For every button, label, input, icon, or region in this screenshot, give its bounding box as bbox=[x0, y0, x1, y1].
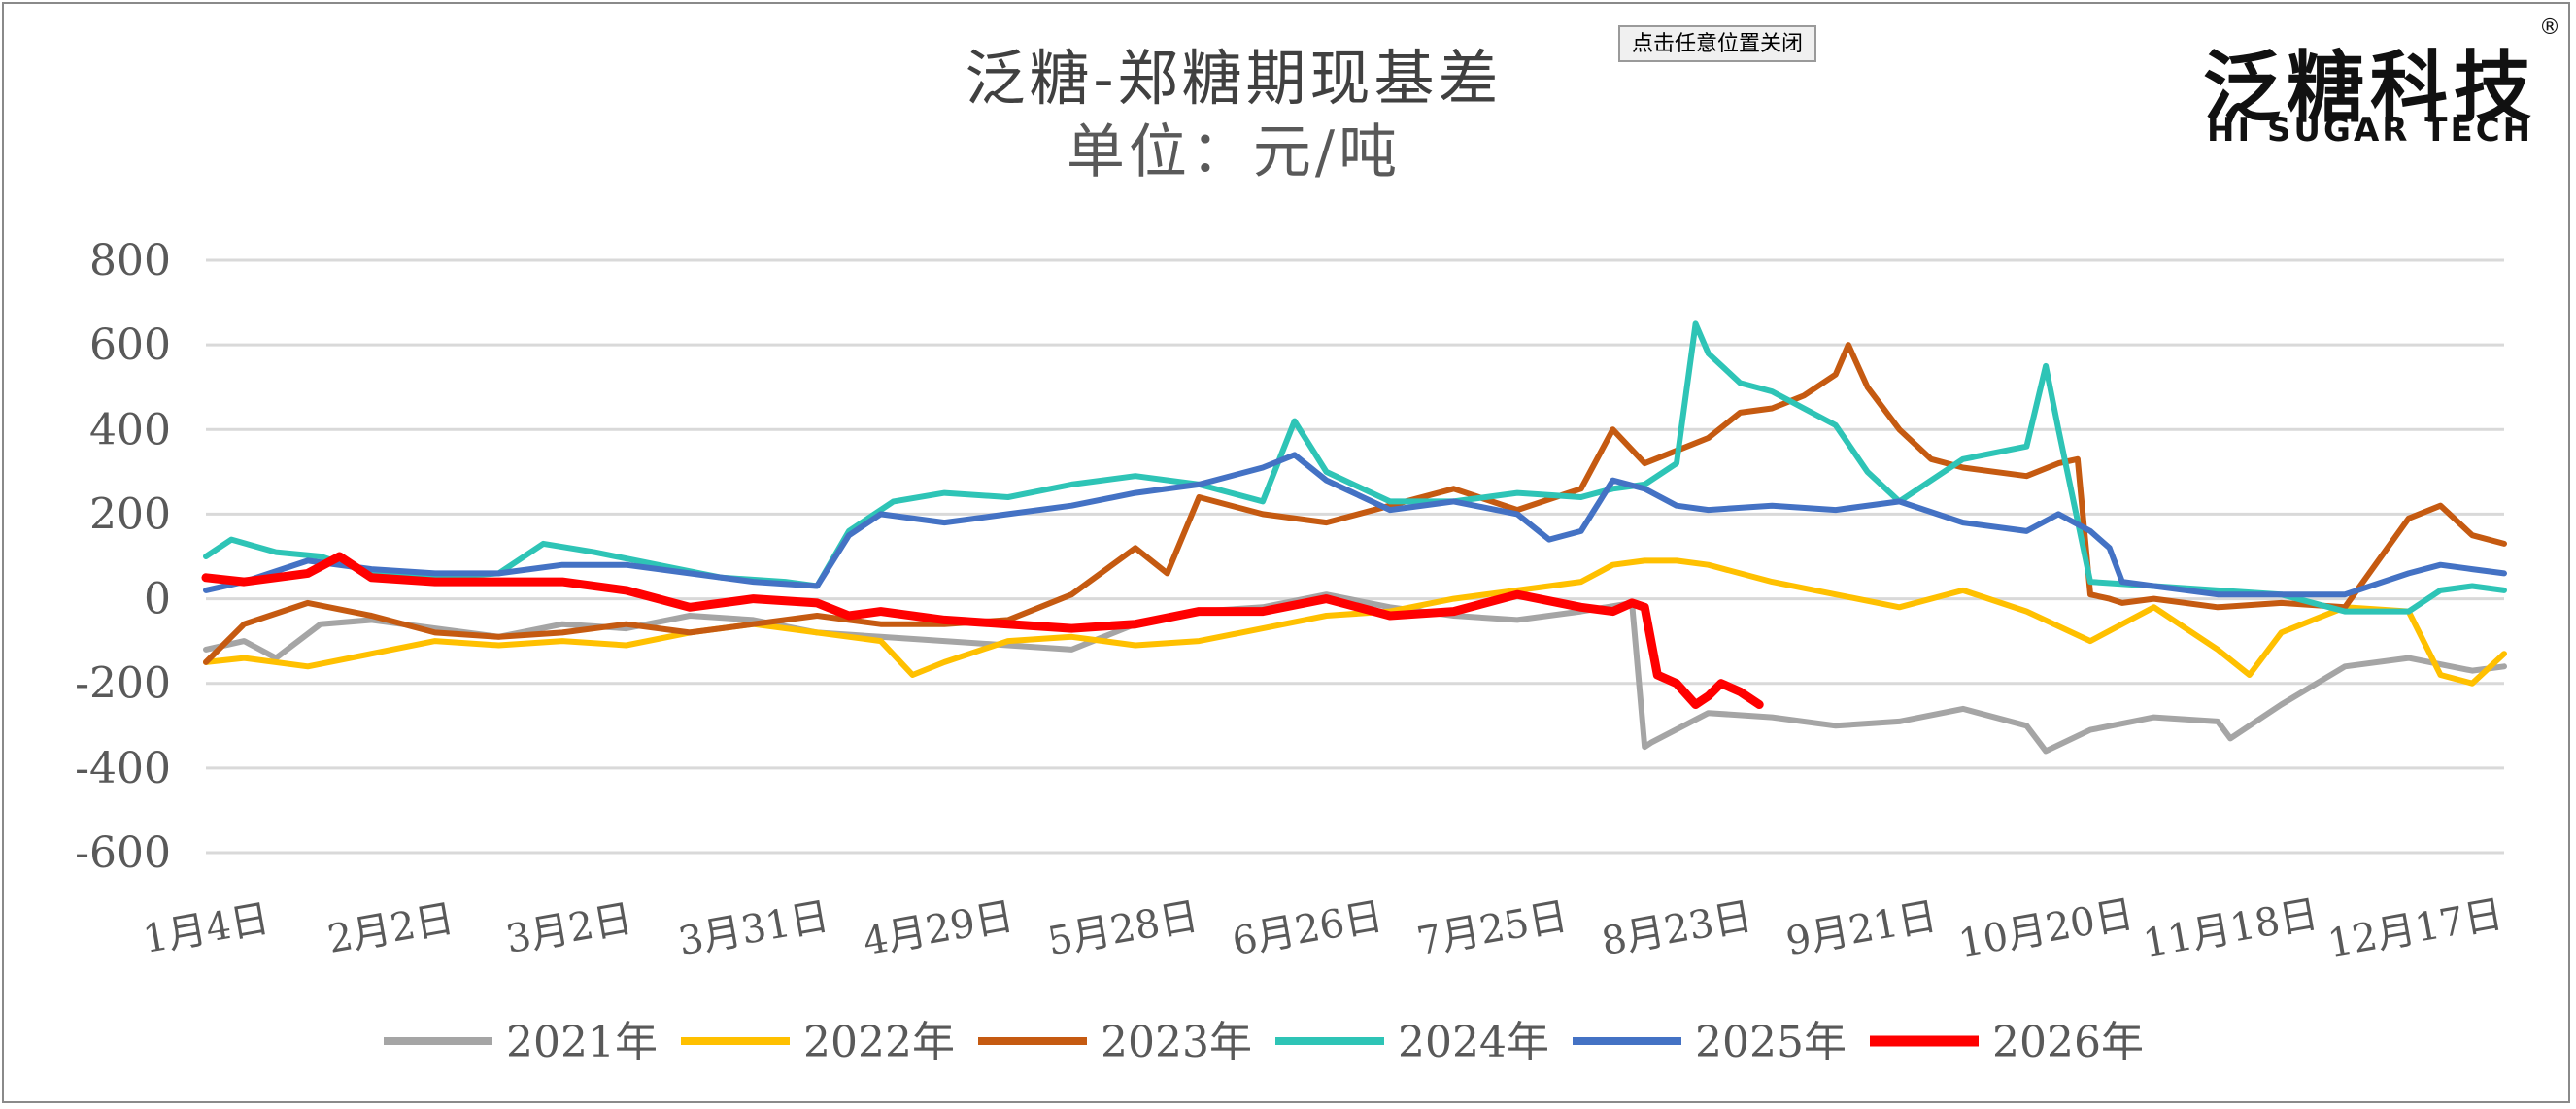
legend-label: 2023年 bbox=[1101, 1018, 1252, 1067]
legend-item: 2023年 bbox=[978, 1018, 1252, 1067]
close-button[interactable]: 点击任意位置关闭 bbox=[1618, 25, 1817, 62]
y-tick-label: 0 bbox=[144, 575, 171, 624]
y-tick-label: -200 bbox=[75, 659, 171, 709]
legend-item: 2021年 bbox=[384, 1018, 658, 1067]
logo-name-cn: 泛糖科技 bbox=[2203, 43, 2537, 133]
x-tick-label: 10月20日 bbox=[1955, 892, 2137, 967]
legend-item: 2022年 bbox=[681, 1018, 955, 1067]
x-tick-label: 8月23日 bbox=[1598, 894, 1755, 964]
legend-label: 2024年 bbox=[1398, 1018, 1549, 1067]
x-tick-label: 7月25日 bbox=[1413, 894, 1571, 964]
x-tick-label: 5月28日 bbox=[1044, 894, 1202, 964]
series-line-2025年 bbox=[203, 452, 2507, 598]
legend: 2021年 2022年 2023年 2024年 2025年 2026年 bbox=[384, 1018, 2144, 1067]
x-tick-label: 9月21日 bbox=[1782, 894, 1940, 964]
y-tick-label: 400 bbox=[89, 405, 171, 454]
gridlines bbox=[206, 258, 2504, 855]
y-tick-label: -600 bbox=[75, 828, 171, 878]
series-line-2026年 bbox=[201, 552, 1764, 709]
legend-item: 2026年 bbox=[1870, 1018, 2144, 1067]
x-tick-label: 2月2日 bbox=[324, 896, 458, 962]
y-axis-ticks: 800 600 400 200 0 -200 -400 -600 bbox=[75, 236, 171, 878]
x-tick-label: 3月31日 bbox=[675, 894, 832, 964]
series-line-2022年 bbox=[203, 557, 2507, 687]
y-tick-label: 800 bbox=[89, 236, 171, 286]
y-tick-label: 200 bbox=[89, 489, 171, 539]
chart-subtitle: 单位：元/吨 bbox=[1066, 118, 1402, 186]
legend-item: 2025年 bbox=[1573, 1018, 1847, 1067]
series-line-2023年 bbox=[203, 342, 2507, 665]
chart-title: 泛糖-郑糖期现基差 bbox=[965, 43, 1503, 114]
x-tick-label: 4月29日 bbox=[860, 894, 1017, 964]
x-tick-label: 6月26日 bbox=[1229, 894, 1386, 964]
series-lines bbox=[201, 320, 2507, 755]
x-tick-label: 11月18日 bbox=[2140, 892, 2322, 967]
legend-label: 2021年 bbox=[506, 1018, 658, 1067]
logo-name-en: HI SUGAR TECH bbox=[2207, 111, 2534, 150]
x-axis-ticks: 1月4日 2月2日 3月2日 3月31日 4月29日 5月28日 6月26日 7月25日 8月2… bbox=[140, 892, 2506, 967]
registered-mark: ® bbox=[2539, 16, 2560, 40]
legend-label: 2025年 bbox=[1695, 1018, 1847, 1067]
y-tick-label: -400 bbox=[75, 744, 171, 793]
y-tick-label: 600 bbox=[89, 320, 171, 370]
x-tick-label: 12月17日 bbox=[2324, 892, 2506, 967]
legend-label: 2022年 bbox=[803, 1018, 955, 1067]
brand-logo: 泛糖科技 HI SUGAR TECH ® bbox=[2203, 16, 2560, 151]
x-tick-label: 1月4日 bbox=[140, 896, 273, 962]
legend-label: 2026年 bbox=[1992, 1018, 2144, 1067]
x-tick-label: 3月2日 bbox=[502, 896, 635, 962]
series-line-2021年 bbox=[203, 591, 2507, 755]
legend-item: 2024年 bbox=[1275, 1018, 1549, 1067]
